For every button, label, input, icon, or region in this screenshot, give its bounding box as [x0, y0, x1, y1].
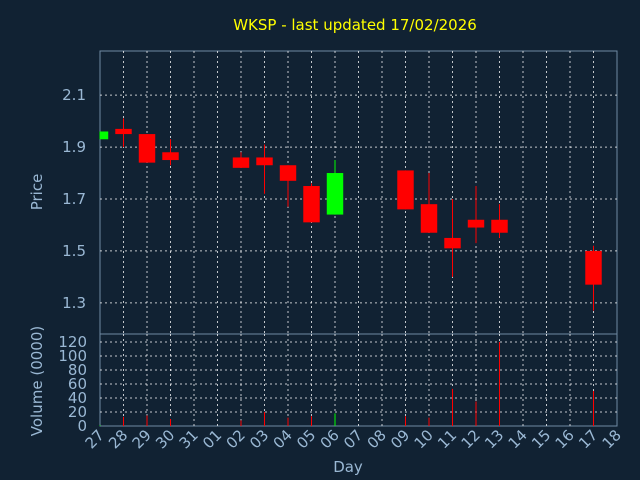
candle-body — [232, 157, 250, 168]
volume-tick-label: 100 — [58, 347, 87, 365]
x-tick-label: 11 — [434, 426, 460, 452]
volume-tick-label: 80 — [68, 361, 87, 379]
candle-body — [115, 128, 132, 135]
candle-body — [326, 173, 344, 215]
price-tick-label: 1.7 — [62, 190, 86, 208]
price-tick-label: 1.5 — [62, 242, 86, 260]
chart-title: WKSP - last updated 17/02/2026 — [233, 16, 477, 34]
volume-tick-label: 60 — [68, 375, 87, 393]
candle-body — [256, 157, 273, 166]
x-tick-label: 06 — [317, 426, 343, 452]
price-panel: 2.1 1.9 1.7 1.5 1.3 — [62, 50, 618, 335]
volume-tick-label: 120 — [58, 333, 87, 351]
candle-body — [585, 250, 602, 285]
candle-body — [162, 152, 179, 161]
x-tick-label: 30 — [152, 426, 178, 452]
x-tick-label: 04 — [270, 426, 296, 452]
x-tick-label: 31 — [176, 426, 202, 452]
candle-body — [491, 219, 508, 233]
x-tick-label: 03 — [246, 426, 272, 452]
candle-body — [100, 131, 109, 140]
candle-body — [279, 165, 297, 181]
candle-body — [303, 186, 320, 223]
x-tick-label: 02 — [223, 426, 249, 452]
candle-body — [397, 170, 414, 210]
x-tick-label: 15 — [528, 426, 554, 452]
x-tick-label: 01 — [199, 426, 225, 452]
candle-body — [420, 204, 438, 233]
x-tick-label: 16 — [552, 426, 578, 452]
x-tick-label: 09 — [387, 426, 413, 452]
price-tick-label: 1.9 — [62, 138, 86, 156]
x-tick-label: 14 — [505, 426, 531, 452]
x-axis: 2728293031010203040506070809101112131415… — [82, 426, 625, 452]
price-tick-label: 2.1 — [62, 86, 86, 104]
x-tick-label: 08 — [364, 426, 390, 452]
price-axis-label: Price — [28, 174, 46, 211]
candle-body — [138, 134, 156, 163]
x-tick-label: 28 — [105, 426, 131, 452]
x-tick-label: 13 — [481, 426, 507, 452]
x-tick-label: 17 — [575, 426, 601, 452]
x-tick-label: 10 — [411, 426, 437, 452]
x-tick-label: 18 — [599, 426, 625, 452]
x-tick-label: 05 — [293, 426, 319, 452]
volume-tick-label: 20 — [68, 403, 87, 421]
candle-body — [444, 237, 461, 249]
x-tick-label: 12 — [458, 426, 484, 452]
volume-tick-label: 0 — [77, 417, 87, 435]
volume-axis-label: Volume (0000) — [28, 326, 46, 436]
x-axis-label: Day — [333, 458, 363, 476]
x-tick-label: 29 — [129, 426, 155, 452]
price-tick-label: 1.3 — [62, 294, 86, 312]
volume-tick-label: 40 — [68, 389, 87, 407]
candle-body — [467, 219, 485, 228]
x-tick-label: 07 — [340, 426, 366, 452]
